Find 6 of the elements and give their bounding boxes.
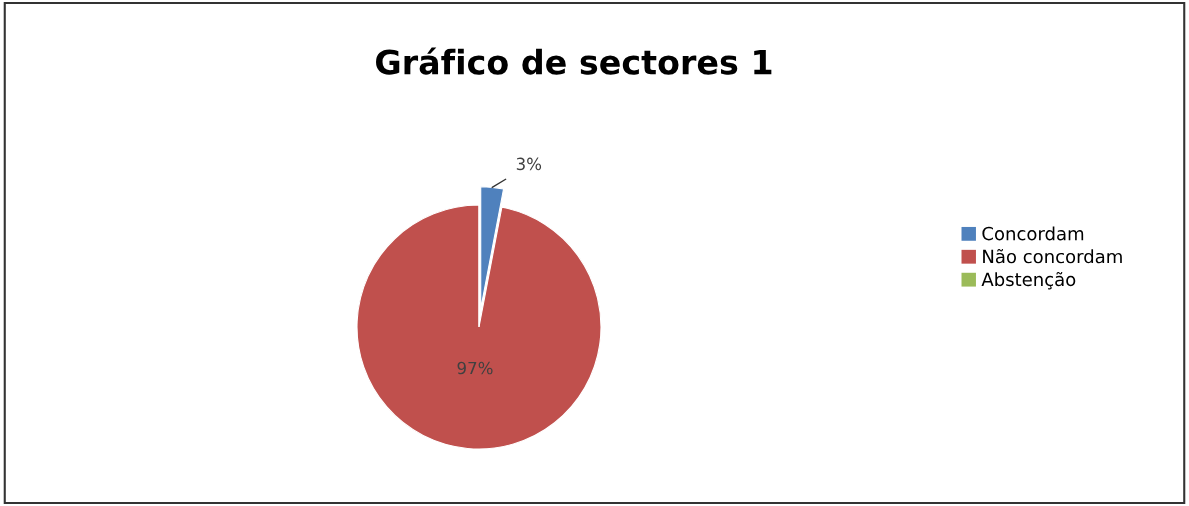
legend-label: Não concordam [983, 249, 1122, 264]
data-label: 3% [516, 157, 542, 171]
chart-title: Gráfico de sectores 1 [376, 47, 772, 75]
legend-label: Abstenção [981, 271, 1076, 290]
legend-label: Concordam [982, 226, 1084, 241]
data-label: 97% [457, 361, 493, 375]
